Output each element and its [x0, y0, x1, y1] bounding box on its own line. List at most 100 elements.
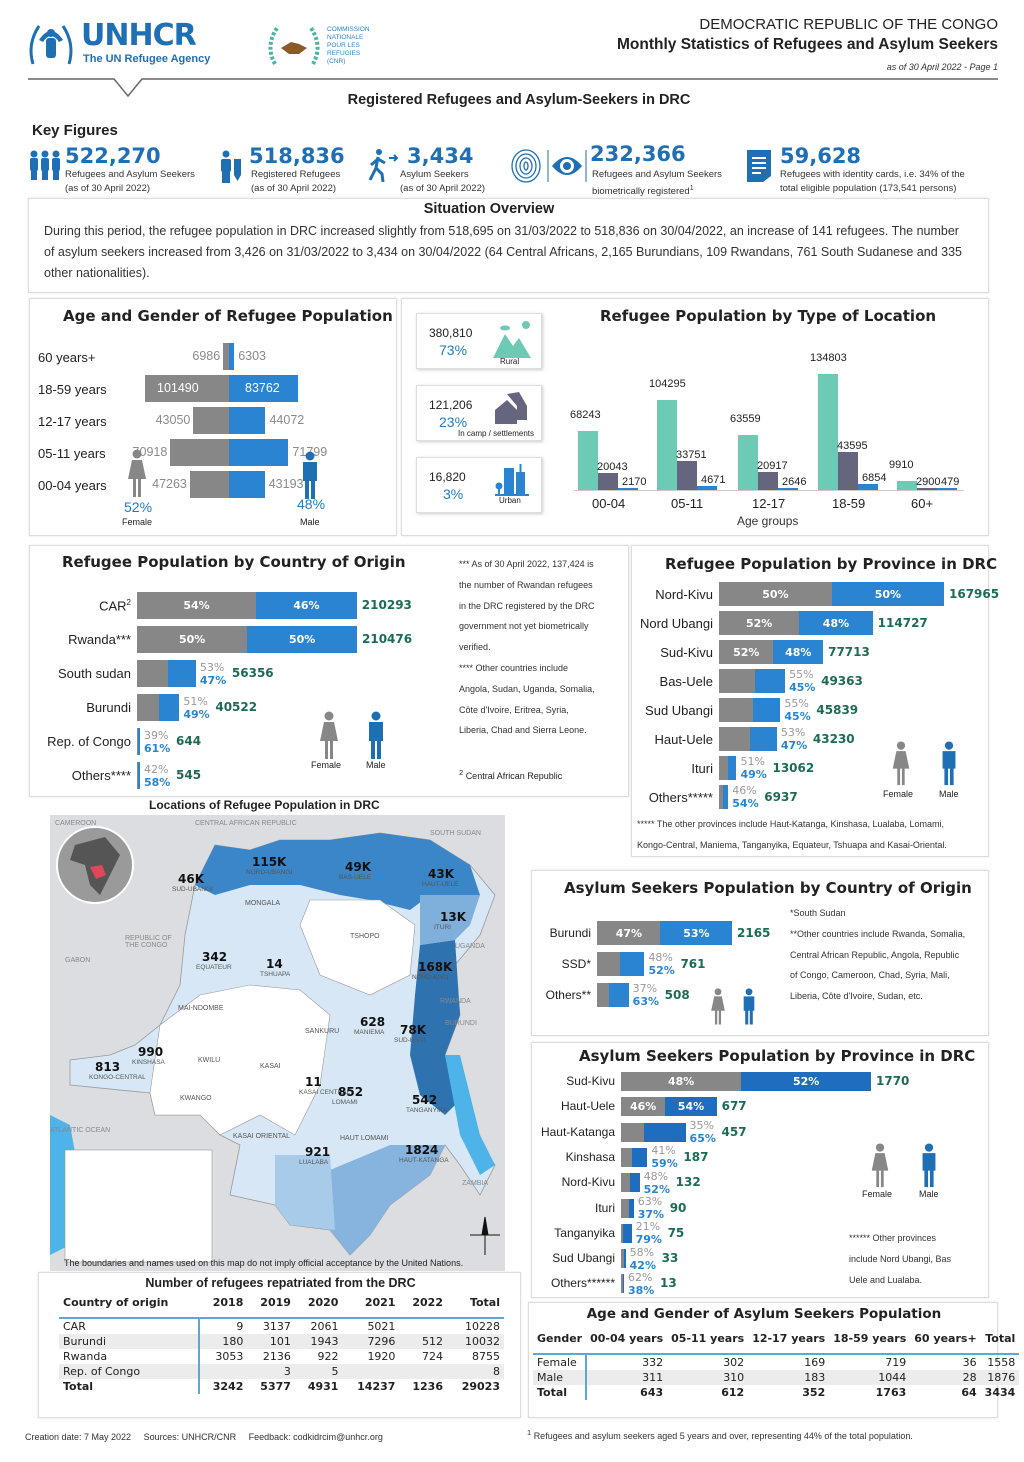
male-figure-icon: [303, 451, 317, 499]
male-percent: 58%: [144, 775, 171, 789]
table-cell: Female: [533, 1354, 588, 1370]
table-cell: 1763: [875, 1386, 907, 1399]
female-label: Female: [862, 1189, 893, 1199]
table-cell: 8: [446, 1364, 504, 1379]
identity-document-icon: [747, 150, 771, 182]
table-cell: 1943: [294, 1334, 343, 1349]
row-label: Tanganyika: [554, 1226, 615, 1240]
cnr-logo: COMMISSION NATIONALE POUR LES REFUGIES (…: [265, 22, 385, 72]
map-province-name: MANIEMA: [354, 1029, 385, 1036]
male-percent: 52%: [793, 1075, 820, 1088]
table-cell: 724: [421, 1350, 443, 1363]
map-country-label: REPUBLIC OF THE CONGO: [125, 935, 172, 949]
male-value: 83762: [245, 381, 280, 395]
data-label: 4671: [701, 473, 726, 486]
male-percent: 63%: [632, 995, 660, 1008]
row-label-text: Tanganyika: [554, 1225, 615, 1240]
row-total: 6937: [764, 789, 798, 804]
row-label-text: Haut-Uele: [654, 731, 713, 747]
row-label-text: Burundi: [86, 700, 131, 715]
male-percent: 54%: [677, 1100, 705, 1114]
female-percent: 52%: [124, 499, 153, 515]
note-line: of Congo, Cameroon, Chad, Syria, Mali,: [790, 970, 950, 981]
people-group-icon: [30, 150, 60, 180]
row-label: Sud-Kivu: [660, 645, 713, 660]
table-cell: 1044: [829, 1370, 911, 1385]
male-bar: [629, 1173, 640, 1193]
female-bar: [719, 785, 724, 809]
asylum-age-table: Gender 00-04 years 05-11 years 12-17 years 1…: [533, 1331, 1020, 1400]
map-value-label: 13K: [440, 910, 466, 924]
female-percent: 58%: [629, 1245, 655, 1259]
map-country-label: CAMEROON: [55, 820, 97, 827]
table-cell: 10228: [465, 1320, 500, 1333]
bar-in: [917, 487, 937, 490]
male-percent: 61%: [144, 741, 171, 755]
table-row: Rep. of Congo 3 5 8: [59, 1364, 504, 1379]
walking-person-icon: [368, 149, 399, 183]
female-label: Female: [883, 789, 914, 799]
male-label: Male: [919, 1189, 939, 1199]
female-bar: [719, 582, 832, 606]
female-bar: [621, 1147, 632, 1167]
row-label-text: Rwanda***: [68, 632, 131, 647]
location-title: Refugee Population by Type of Location: [600, 307, 937, 325]
table-row: Male 311 310 183 1044 28 1876: [533, 1370, 1020, 1385]
map-province-name: SUD-UBANGI: [172, 886, 213, 893]
row-label-text: Haut-Uele: [560, 1099, 615, 1114]
male-bar: [138, 762, 140, 789]
map-value-label: 78K: [400, 1023, 426, 1037]
africa-shape: [70, 837, 120, 895]
row-total: 210293: [361, 598, 412, 612]
feedback-email[interactable]: Feedback: codkidrcim@unhcr.org: [248, 1432, 383, 1442]
map-province-name: KWILU: [198, 1057, 221, 1064]
shelter-icon: [495, 392, 527, 424]
data-label: 33751: [676, 448, 707, 461]
row-label: South sudan: [58, 666, 131, 681]
card-value: 380,810: [429, 326, 473, 340]
female-percent: 48%: [643, 1169, 669, 1183]
row-label: Others****: [72, 768, 131, 783]
male-percent: 53%: [683, 926, 710, 940]
row-label: Rwanda***: [68, 632, 131, 647]
row-total: 13062: [772, 760, 815, 775]
male-bar: [255, 592, 357, 619]
male-percent: 45%: [784, 710, 811, 723]
row-label-text: Bas-Uele: [659, 673, 713, 689]
row-total: 49363: [821, 673, 863, 688]
map-province-name: NORD-UBANGI: [246, 869, 293, 876]
female-bar: [597, 952, 620, 976]
female-figure-icon: [892, 741, 910, 786]
row-total: 56356: [231, 666, 274, 680]
male-value: 43193: [268, 477, 304, 491]
male-figure-icon: [922, 1143, 936, 1188]
data-label: 2170: [622, 476, 647, 488]
repatriated-title: Number of refugees repatriated from the …: [145, 1276, 416, 1290]
male-bar: [660, 921, 732, 945]
female-bar: [621, 1072, 741, 1091]
row-label: Sud-Kivu: [566, 1074, 615, 1088]
female-bar: [719, 756, 728, 780]
row-label-text: Sud Ubangi: [552, 1251, 615, 1266]
footnote-text: Central African Republic: [465, 771, 563, 781]
row-total: 508: [664, 987, 690, 1002]
row-label: Nord Ubangi: [640, 616, 713, 631]
female-bar: [719, 669, 756, 693]
province-panel: Refugee Population by Province in DRC No…: [631, 545, 999, 858]
female-percent: 39%: [144, 728, 169, 742]
table-row: Total 643 612 352 1763 64 3434: [533, 1385, 1019, 1400]
table-header-row: Country of origin 2018 2019 2020 2021 2022 Tot…: [59, 1295, 504, 1318]
female-bar: [719, 640, 774, 664]
male-bar: [229, 471, 265, 498]
refugee-location-map[interactable]: 115K NORD-UBANGI 46K SUD-UBANGI 49K BAS-UELE 4…: [50, 815, 505, 1271]
female-bar: [597, 921, 661, 945]
note-line: the number of Rwandan refugees: [459, 579, 593, 590]
province-bars: Nord-Kivu 50% 50% 167965 Nord Ubangi 52% 48% 11…: [632, 546, 999, 858]
data-label: 6854: [862, 472, 887, 485]
age-group-label: 12-17 years: [38, 414, 107, 429]
female-percent: 35%: [689, 1119, 714, 1133]
creation-date: Creation date: 7 May 2022: [25, 1432, 132, 1442]
map-country-label: UGANDA: [455, 943, 485, 950]
female-percent: 21%: [635, 1220, 661, 1234]
female-bar: [137, 660, 169, 687]
